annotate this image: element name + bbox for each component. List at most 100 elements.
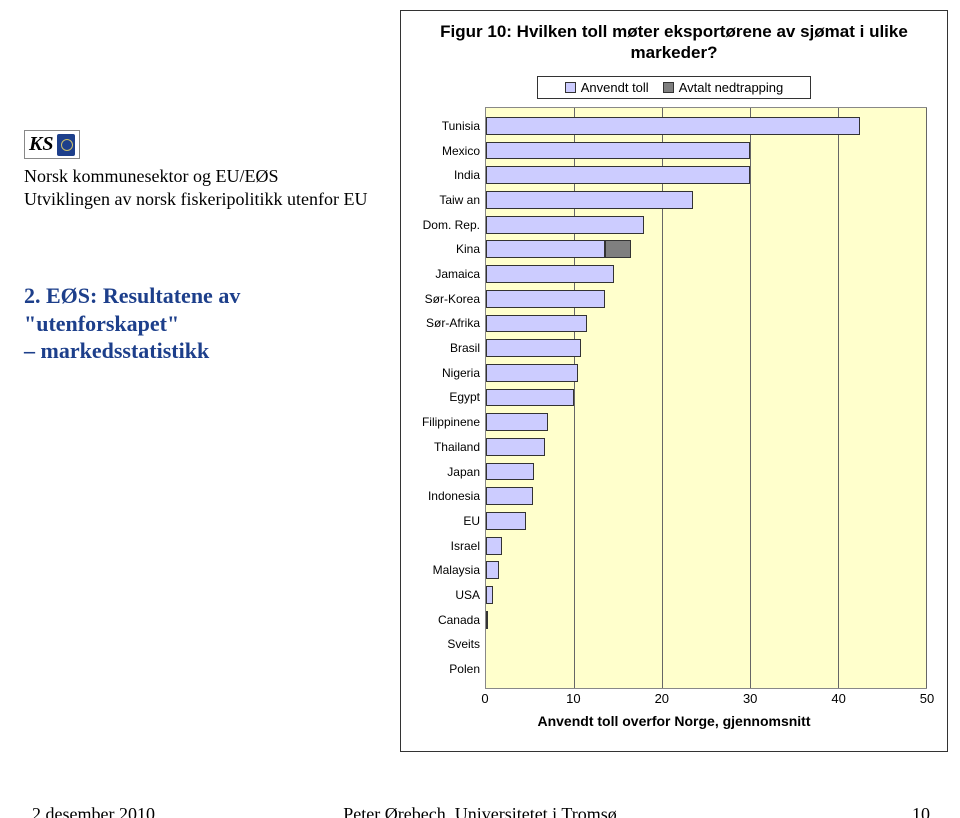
bar-applied xyxy=(486,611,488,629)
bar-applied xyxy=(486,389,574,407)
legend-label-applied: Anvendt toll xyxy=(581,80,649,95)
bar-row: Nigeria xyxy=(486,364,926,382)
bar-applied xyxy=(486,290,605,308)
legend-swatch-applied-icon xyxy=(565,82,576,93)
y-axis-label: Nigeria xyxy=(442,366,480,380)
bar-applied xyxy=(486,339,581,357)
gridline xyxy=(926,108,927,688)
bar-applied xyxy=(486,463,534,481)
y-axis-label: Israel xyxy=(451,539,480,553)
legend-label-phase: Avtalt nedtrapping xyxy=(679,80,784,95)
bar-applied xyxy=(486,142,750,160)
x-tick: 0 xyxy=(481,691,488,706)
bar-row: Thailand xyxy=(486,438,926,456)
left-subtitle: Norsk kommunesektor og EU/EØS Utviklinge… xyxy=(24,165,384,210)
footer-author-line1: Peter Ørebech, Universitetet i Tromsø xyxy=(343,804,616,818)
y-axis-label: Kina xyxy=(456,242,480,256)
legend-item-phase: Avtalt nedtrapping xyxy=(663,80,784,95)
y-axis-label: Sør-Afrika xyxy=(426,316,480,330)
bar-applied xyxy=(486,240,605,258)
ks-logo-badge-icon xyxy=(57,134,75,156)
section-line3: – markedsstatistikk xyxy=(24,338,209,363)
bar-row: Tunisia xyxy=(486,117,926,135)
chart-frame: Figur 10: Hvilken toll møter eksportøren… xyxy=(400,10,948,752)
bar-applied xyxy=(486,265,614,283)
y-axis-label: Thailand xyxy=(434,440,480,454)
bar-applied xyxy=(486,586,493,604)
footer-author: Peter Ørebech, Universitetet i Tromsø (B… xyxy=(0,804,960,818)
left-column: KS Norsk kommunesektor og EU/EØS Utvikli… xyxy=(24,130,384,365)
bar-row: Filippinene xyxy=(486,413,926,431)
x-tick: 20 xyxy=(655,691,669,706)
ks-logo-text: KS xyxy=(29,133,53,156)
bar-row: Malaysia xyxy=(486,561,926,579)
bar-row: Brasil xyxy=(486,339,926,357)
bar-applied xyxy=(486,191,693,209)
bar-phase xyxy=(605,240,631,258)
page: KS Norsk kommunesektor og EU/EØS Utvikli… xyxy=(0,0,960,818)
chart-plot-area: Tunisia Mexico India Taiw an Dom. Rep. Kina Ja… xyxy=(485,107,927,689)
y-axis-label: Sveits xyxy=(447,637,480,651)
y-axis-label: Filippinene xyxy=(422,415,480,429)
y-axis-label: Polen xyxy=(449,662,480,676)
bar-row: EU xyxy=(486,512,926,530)
bar-row: Japan xyxy=(486,463,926,481)
legend-swatch-phase-icon xyxy=(663,82,674,93)
bar-applied xyxy=(486,413,548,431)
y-axis-label: Brasil xyxy=(450,341,480,355)
bar-applied xyxy=(486,537,502,555)
left-subtitle-line2: Utviklingen av norsk fiskeripolitikk ute… xyxy=(24,189,367,209)
y-axis-label: Taiw an xyxy=(439,193,480,207)
y-axis-label: India xyxy=(454,168,480,182)
bar-row: Kina xyxy=(486,240,926,258)
bar-row: Sør-Korea xyxy=(486,290,926,308)
y-axis-label: USA xyxy=(455,588,480,602)
bar-row: Israel xyxy=(486,537,926,555)
bar-applied xyxy=(486,512,526,530)
y-axis-label: Tunisia xyxy=(442,119,480,133)
y-axis-label: Sør-Korea xyxy=(425,292,480,306)
bar-row: India xyxy=(486,166,926,184)
bar-applied xyxy=(486,216,644,234)
bar-applied xyxy=(486,487,533,505)
footer-pagenum: 10 xyxy=(912,804,930,818)
section-heading: 2. EØS: Resultatene av "utenforskapet" –… xyxy=(24,282,384,365)
bar-row: Indonesia xyxy=(486,487,926,505)
bar-row: Dom. Rep. xyxy=(486,216,926,234)
y-axis-label: Indonesia xyxy=(428,489,480,503)
chart-x-axis: 01020304050 xyxy=(485,689,927,709)
bar-applied xyxy=(486,166,750,184)
bar-row: Sør-Afrika xyxy=(486,315,926,333)
bar-applied xyxy=(486,438,545,456)
y-axis-label: Egypt xyxy=(449,390,480,404)
bar-row: USA xyxy=(486,586,926,604)
y-axis-label: EU xyxy=(463,514,480,528)
bar-row: Jamaica xyxy=(486,265,926,283)
bar-row: Taiw an xyxy=(486,191,926,209)
chart-x-label: Anvendt toll overfor Norge, gjennomsnitt xyxy=(401,713,947,729)
y-axis-label: Dom. Rep. xyxy=(423,218,480,232)
x-tick: 30 xyxy=(743,691,757,706)
bar-row: Egypt xyxy=(486,389,926,407)
bar-row: Polen xyxy=(486,660,926,678)
x-tick: 10 xyxy=(566,691,580,706)
bar-applied xyxy=(486,117,860,135)
bar-row: Sveits xyxy=(486,636,926,654)
y-axis-label: Jamaica xyxy=(435,267,480,281)
bar-row: Mexico xyxy=(486,142,926,160)
section-line1: 2. EØS: Resultatene av xyxy=(24,283,240,308)
bar-applied xyxy=(486,561,499,579)
y-axis-label: Mexico xyxy=(442,144,480,158)
chart-legend: Anvendt toll Avtalt nedtrapping xyxy=(537,76,811,99)
y-axis-label: Japan xyxy=(447,465,480,479)
x-tick: 40 xyxy=(831,691,845,706)
y-axis-label: Canada xyxy=(438,613,480,627)
legend-item-applied: Anvendt toll xyxy=(565,80,649,95)
bar-applied xyxy=(486,315,587,333)
left-subtitle-line1: Norsk kommunesektor og EU/EØS xyxy=(24,166,278,186)
bar-applied xyxy=(486,364,578,382)
bar-row: Canada xyxy=(486,611,926,629)
ks-logo: KS xyxy=(24,130,80,159)
x-tick: 50 xyxy=(920,691,934,706)
y-axis-label: Malaysia xyxy=(433,563,480,577)
